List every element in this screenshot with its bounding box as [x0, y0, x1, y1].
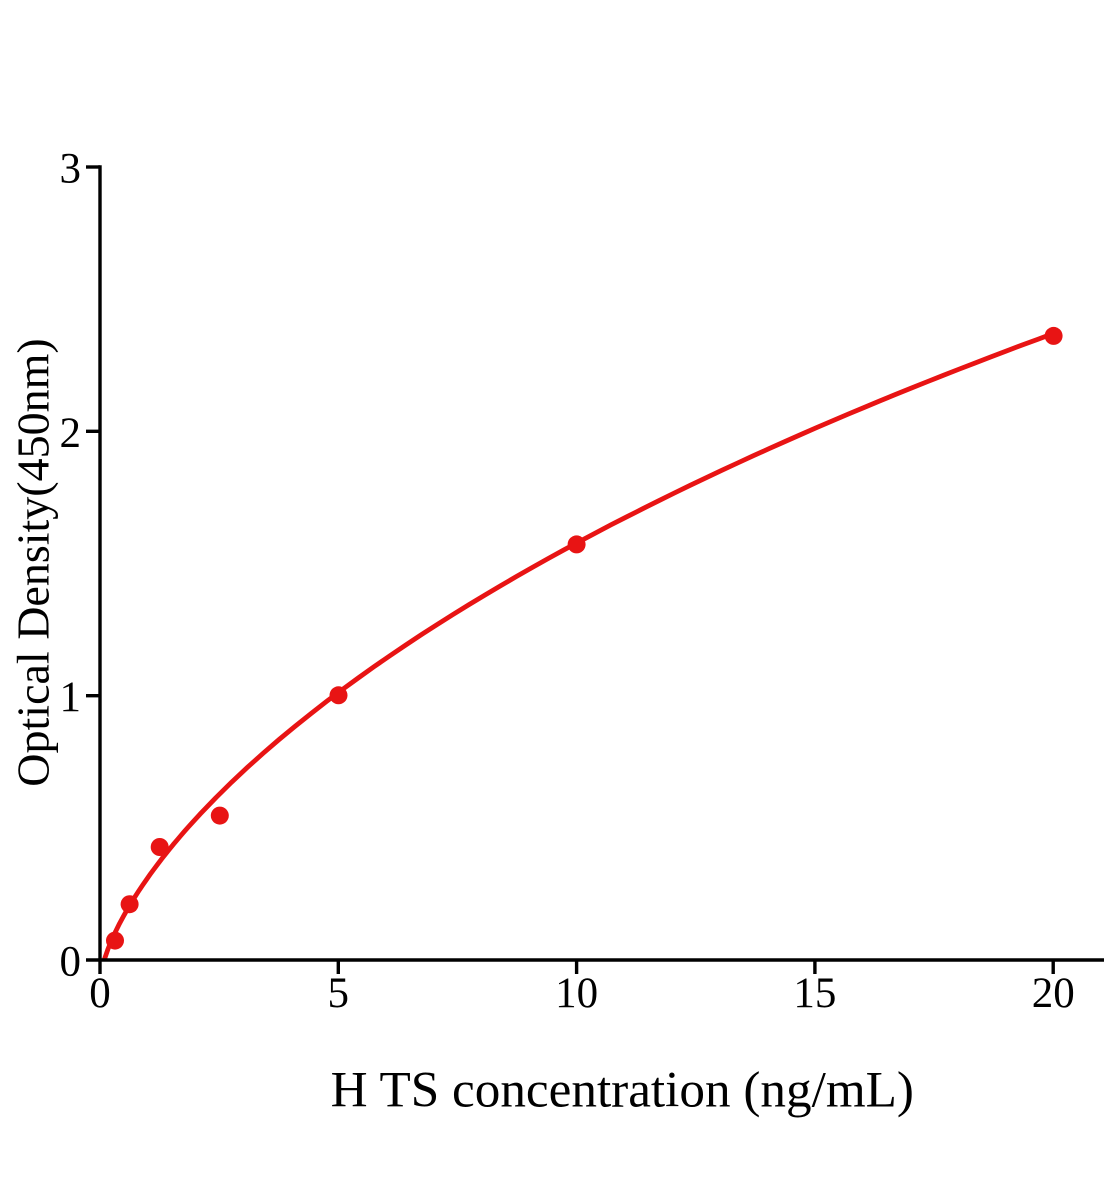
svg-text:2: 2 — [60, 410, 82, 457]
svg-text:0: 0 — [60, 939, 82, 986]
svg-text:3: 3 — [60, 146, 82, 193]
svg-text:1: 1 — [60, 674, 82, 721]
svg-text:Optical Density(450nm): Optical Density(450nm) — [8, 338, 59, 786]
svg-text:10: 10 — [555, 970, 598, 1017]
svg-text:0: 0 — [89, 970, 111, 1017]
svg-text:5: 5 — [328, 970, 350, 1017]
svg-text:H TS concentration (ng/mL): H TS concentration (ng/mL) — [331, 1062, 914, 1119]
svg-text:15: 15 — [793, 970, 836, 1017]
svg-text:20: 20 — [1032, 970, 1075, 1017]
